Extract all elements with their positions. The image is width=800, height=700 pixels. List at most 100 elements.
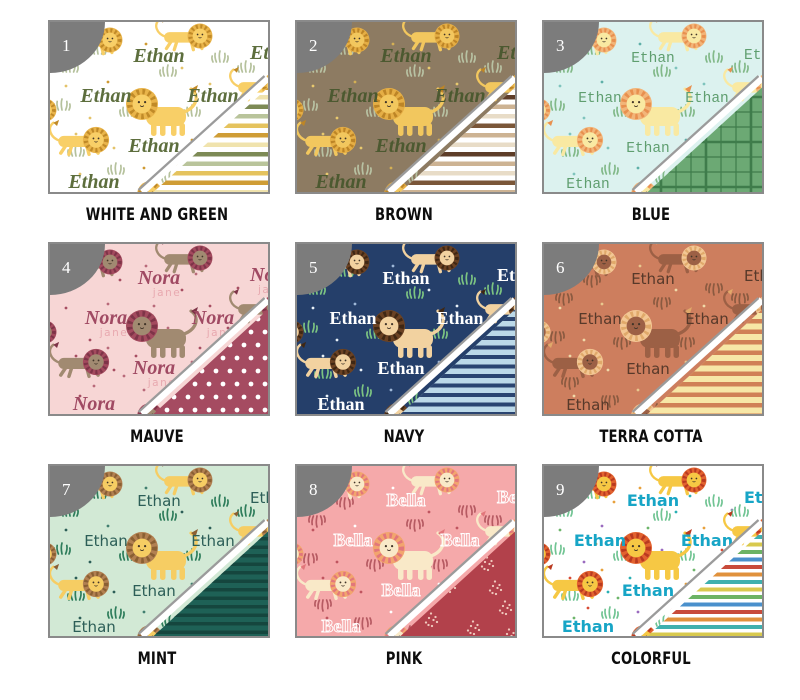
swatch-label: BLUE: [631, 205, 671, 224]
svg-text:Ethan: Ethan: [314, 171, 366, 192]
svg-text:Ethan: Ethan: [496, 42, 515, 64]
svg-text:9: 9: [556, 480, 565, 499]
svg-text:Ethan: Ethan: [377, 358, 424, 378]
swatch-preview[interactable]: EthanEthanEthanEthanEthanEthan1: [48, 20, 270, 194]
svg-text:Bella: Bella: [441, 530, 480, 550]
swatch-label: NAVY: [383, 427, 425, 446]
svg-text:Ethan: Ethan: [744, 267, 762, 285]
svg-text:Nora: Nora: [72, 393, 115, 414]
swatch-card-9[interactable]: Ethan Ethan Ethan Ethan Ethan Ethan 9 COLORFUL: [542, 464, 764, 668]
svg-text:Ethan: Ethan: [67, 171, 119, 192]
svg-text:3: 3: [556, 36, 565, 55]
svg-text:Ethan: Ethan: [497, 265, 515, 285]
swatch-preview[interactable]: EthanEthanEthanEthanEthanEthan2: [295, 20, 517, 194]
svg-text:Ethan: Ethan: [744, 488, 762, 507]
svg-text:Ethan: Ethan: [329, 308, 376, 328]
swatch-label: MINT: [137, 649, 177, 668]
svg-text:Ethan: Ethan: [566, 177, 610, 192]
svg-text:4: 4: [62, 258, 71, 277]
svg-text:5: 5: [309, 258, 318, 277]
svg-text:Ethan: Ethan: [72, 618, 116, 636]
swatch-pattern-image: Ethan Ethan Ethan Ethan Ethan Ethan 7: [50, 466, 268, 636]
svg-text:Ethan: Ethan: [626, 360, 670, 378]
swatch-card-7[interactable]: Ethan Ethan Ethan Ethan Ethan Ethan 7 MINT: [48, 464, 270, 668]
svg-text:Ethan: Ethan: [433, 85, 485, 107]
swatch-preview[interactable]: Ethan Ethan Ethan Ethan Ethan Ethan 5: [295, 242, 517, 416]
swatch-card-6[interactable]: Ethan Ethan Ethan Ethan Ethan Ethan 6 TERRA CO…: [542, 242, 764, 446]
svg-text:Ethan: Ethan: [317, 394, 364, 414]
svg-text:jane: jane: [99, 327, 128, 339]
svg-text:Ethan: Ethan: [744, 48, 762, 64]
svg-text:Ethan: Ethan: [436, 308, 483, 328]
swatch-label: MAUVE: [130, 427, 184, 446]
svg-text:2: 2: [309, 36, 318, 55]
svg-text:6: 6: [556, 258, 565, 277]
swatch-grid: EthanEthanEthanEthanEthanEthan1 WHITE AN…: [48, 20, 764, 668]
svg-text:Bella: Bella: [322, 616, 361, 636]
swatch-label: BROWN: [375, 205, 433, 224]
svg-text:Nora: Nora: [132, 357, 175, 379]
swatch-preview[interactable]: Ethan Ethan Ethan Ethan Ethan Ethan 3: [542, 20, 764, 194]
swatch-card-5[interactable]: Ethan Ethan Ethan Ethan Ethan Ethan 5 NAVY: [295, 242, 517, 446]
svg-text:Bella: Bella: [497, 487, 515, 507]
svg-text:Nora: Nora: [137, 267, 180, 289]
svg-text:8: 8: [309, 480, 318, 499]
swatch-label: PINK: [385, 649, 423, 668]
swatch-pattern-image: Ethan Ethan Ethan Ethan Ethan Ethan 9: [544, 466, 762, 636]
swatch-card-1[interactable]: EthanEthanEthanEthanEthanEthan1 WHITE AN…: [48, 20, 270, 224]
swatch-pattern-image: Bella Bella Bella Bella Bella Bella 8: [297, 466, 515, 636]
svg-text:Ethan: Ethan: [84, 532, 128, 550]
swatch-card-8[interactable]: Bella Bella Bella Bella Bella Bella 8 PINK: [295, 464, 517, 668]
swatch-preview[interactable]: Bella Bella Bella Bella Bella Bella 8: [295, 464, 517, 638]
swatch-pattern-image: EthanEthanEthanEthanEthanEthan1: [50, 22, 268, 192]
swatch-preview[interactable]: Ethan Ethan Ethan Ethan Ethan Ethan 9: [542, 464, 764, 638]
swatch-pattern-image: Ethan Ethan Ethan Ethan Ethan Ethan 6: [544, 244, 762, 414]
swatch-card-3[interactable]: Ethan Ethan Ethan Ethan Ethan Ethan 3 BLUE: [542, 20, 764, 224]
swatch-preview[interactable]: NorajaneNorajaneNorajaneNorajaneNorajane…: [48, 242, 270, 416]
svg-text:Bella: Bella: [334, 530, 373, 550]
svg-text:Ethan: Ethan: [379, 45, 431, 67]
svg-text:Ethan: Ethan: [574, 531, 626, 550]
svg-text:Ethan: Ethan: [566, 396, 610, 414]
swatch-label: COLORFUL: [611, 649, 691, 668]
svg-text:Ethan: Ethan: [79, 85, 131, 107]
svg-text:Ethan: Ethan: [685, 310, 729, 328]
svg-text:Bella: Bella: [382, 580, 421, 600]
svg-text:Ethan: Ethan: [578, 310, 622, 328]
swatch-preview[interactable]: Ethan Ethan Ethan Ethan Ethan Ethan 7: [48, 464, 270, 638]
swatch-card-2[interactable]: EthanEthanEthanEthanEthanEthan2 BROWN: [295, 20, 517, 224]
svg-text:Ethan: Ethan: [127, 135, 179, 157]
svg-text:Ethan: Ethan: [137, 492, 181, 510]
swatch-preview[interactable]: Ethan Ethan Ethan Ethan Ethan Ethan 6: [542, 242, 764, 416]
svg-text:jane: jane: [87, 413, 116, 414]
svg-text:Ethan: Ethan: [626, 141, 670, 157]
svg-text:Ethan: Ethan: [191, 532, 235, 550]
svg-text:Nora: Nora: [249, 264, 268, 286]
swatch-pattern-image: EthanEthanEthanEthanEthanEthan2: [297, 22, 515, 192]
svg-text:Ethan: Ethan: [186, 85, 238, 107]
svg-text:1: 1: [62, 36, 71, 55]
svg-text:jane: jane: [152, 287, 181, 299]
swatch-pattern-image: NorajaneNorajaneNorajaneNorajaneNorajane…: [50, 244, 268, 414]
svg-text:Ethan: Ethan: [382, 268, 429, 288]
svg-text:Ethan: Ethan: [681, 531, 733, 550]
swatch-pattern-image: Ethan Ethan Ethan Ethan Ethan Ethan 5: [297, 244, 515, 414]
swatch-label: TERRA COTTA: [599, 427, 703, 446]
swatch-card-4[interactable]: NorajaneNorajaneNorajaneNorajaneNorajane…: [48, 242, 270, 446]
svg-text:Nora: Nora: [84, 307, 127, 329]
swatch-pattern-image: Ethan Ethan Ethan Ethan Ethan Ethan 3: [544, 22, 762, 192]
svg-text:Ethan: Ethan: [578, 91, 622, 107]
svg-text:Ethan: Ethan: [622, 581, 674, 600]
svg-text:Ethan: Ethan: [249, 42, 268, 64]
svg-text:Nora: Nora: [191, 307, 234, 329]
svg-text:Ethan: Ethan: [132, 582, 176, 600]
svg-text:Bella: Bella: [387, 490, 426, 510]
swatch-label: WHITE AND GREEN: [85, 205, 229, 224]
svg-text:Ethan: Ethan: [326, 85, 378, 107]
svg-text:Ethan: Ethan: [374, 135, 426, 157]
svg-text:Ethan: Ethan: [631, 51, 675, 67]
svg-text:7: 7: [62, 480, 71, 499]
svg-text:Ethan: Ethan: [132, 45, 184, 67]
svg-text:Ethan: Ethan: [250, 489, 268, 507]
svg-text:Ethan: Ethan: [685, 91, 729, 107]
